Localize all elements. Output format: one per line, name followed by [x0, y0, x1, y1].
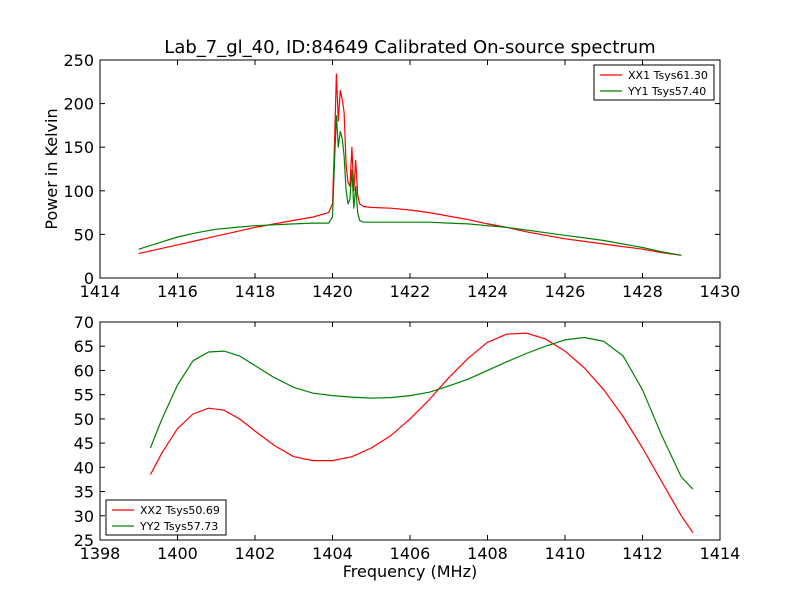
x-tick-label: 1412 — [622, 544, 663, 563]
legend-label: XX1 Tsys61.30 — [628, 69, 708, 82]
x-axis-label: Frequency (MHz) — [343, 562, 477, 581]
y-tick-label: 250 — [63, 51, 94, 70]
x-tick-label: 1398 — [80, 544, 121, 563]
y-tick-label: 50 — [74, 225, 94, 244]
y-tick-label: 55 — [74, 386, 94, 405]
y-tick-label: 45 — [74, 434, 94, 453]
y-tick-label: 65 — [74, 337, 94, 356]
x-tick-label: 1418 — [235, 282, 276, 301]
x-tick-label: 1424 — [467, 282, 508, 301]
legend: XX2 Tsys50.69 YY2 Tsys57.73 — [105, 499, 227, 536]
x-tick-label: 1414 — [80, 282, 121, 301]
x-tick-label: 1400 — [157, 544, 198, 563]
x-tick-label: 1402 — [235, 544, 276, 563]
legend-label: XX2 Tsys50.69 — [140, 504, 220, 517]
y-axis-label: Power in Kelvin — [42, 108, 61, 229]
series-line-top-1 — [138, 73, 682, 256]
x-tick-label: 1406 — [390, 544, 431, 563]
x-tick-label: 1410 — [545, 544, 586, 563]
x-tick-label: 1414 — [700, 544, 741, 563]
top-panel: 1414 1416 1418 1420 1422 1424 1426 1428 1430 0 50 1… — [42, 51, 740, 301]
y-tick-label: 40 — [74, 458, 94, 477]
x-tick-label: 1408 — [467, 544, 508, 563]
y-tick-label: 0 — [84, 269, 94, 288]
y-tick-label: 150 — [63, 138, 94, 157]
legend-label: YY2 Tsys57.73 — [139, 520, 218, 533]
series-line-top-2 — [138, 115, 682, 256]
y-tick-label: 70 — [74, 313, 94, 332]
x-tick-label: 1420 — [312, 282, 353, 301]
y-tick-label: 30 — [74, 507, 94, 526]
x-tick-label: 1428 — [622, 282, 663, 301]
x-tick-label: 1404 — [312, 544, 353, 563]
series-line-bottom-2 — [149, 336, 694, 490]
y-tick-label: 100 — [63, 182, 94, 201]
y-tick-label: 50 — [74, 410, 94, 429]
legend-box — [105, 499, 227, 536]
legend: XX1 Tsys61.30 YY1 Tsys57.40 — [593, 64, 715, 101]
bottom-panel: 1398 1400 1402 1404 1406 1408 1410 1412 1414 25 30… — [74, 313, 741, 581]
legend-box — [593, 64, 715, 101]
legend-label: YY1 Tsys57.40 — [627, 85, 706, 98]
chart-title: Lab_7_gl_40, ID:84649 Calibrated On-sour… — [164, 37, 655, 58]
y-tick-label: 60 — [74, 361, 94, 380]
y-tick-label: 25 — [74, 531, 94, 550]
y-tick-label: 200 — [63, 95, 94, 114]
x-tick-label: 1426 — [545, 282, 586, 301]
x-tick-label: 1422 — [390, 282, 431, 301]
y-tick-label: 35 — [74, 483, 94, 502]
x-tick-label: 1430 — [700, 282, 741, 301]
series-line-bottom-1 — [149, 332, 694, 534]
x-tick-label: 1416 — [157, 282, 198, 301]
